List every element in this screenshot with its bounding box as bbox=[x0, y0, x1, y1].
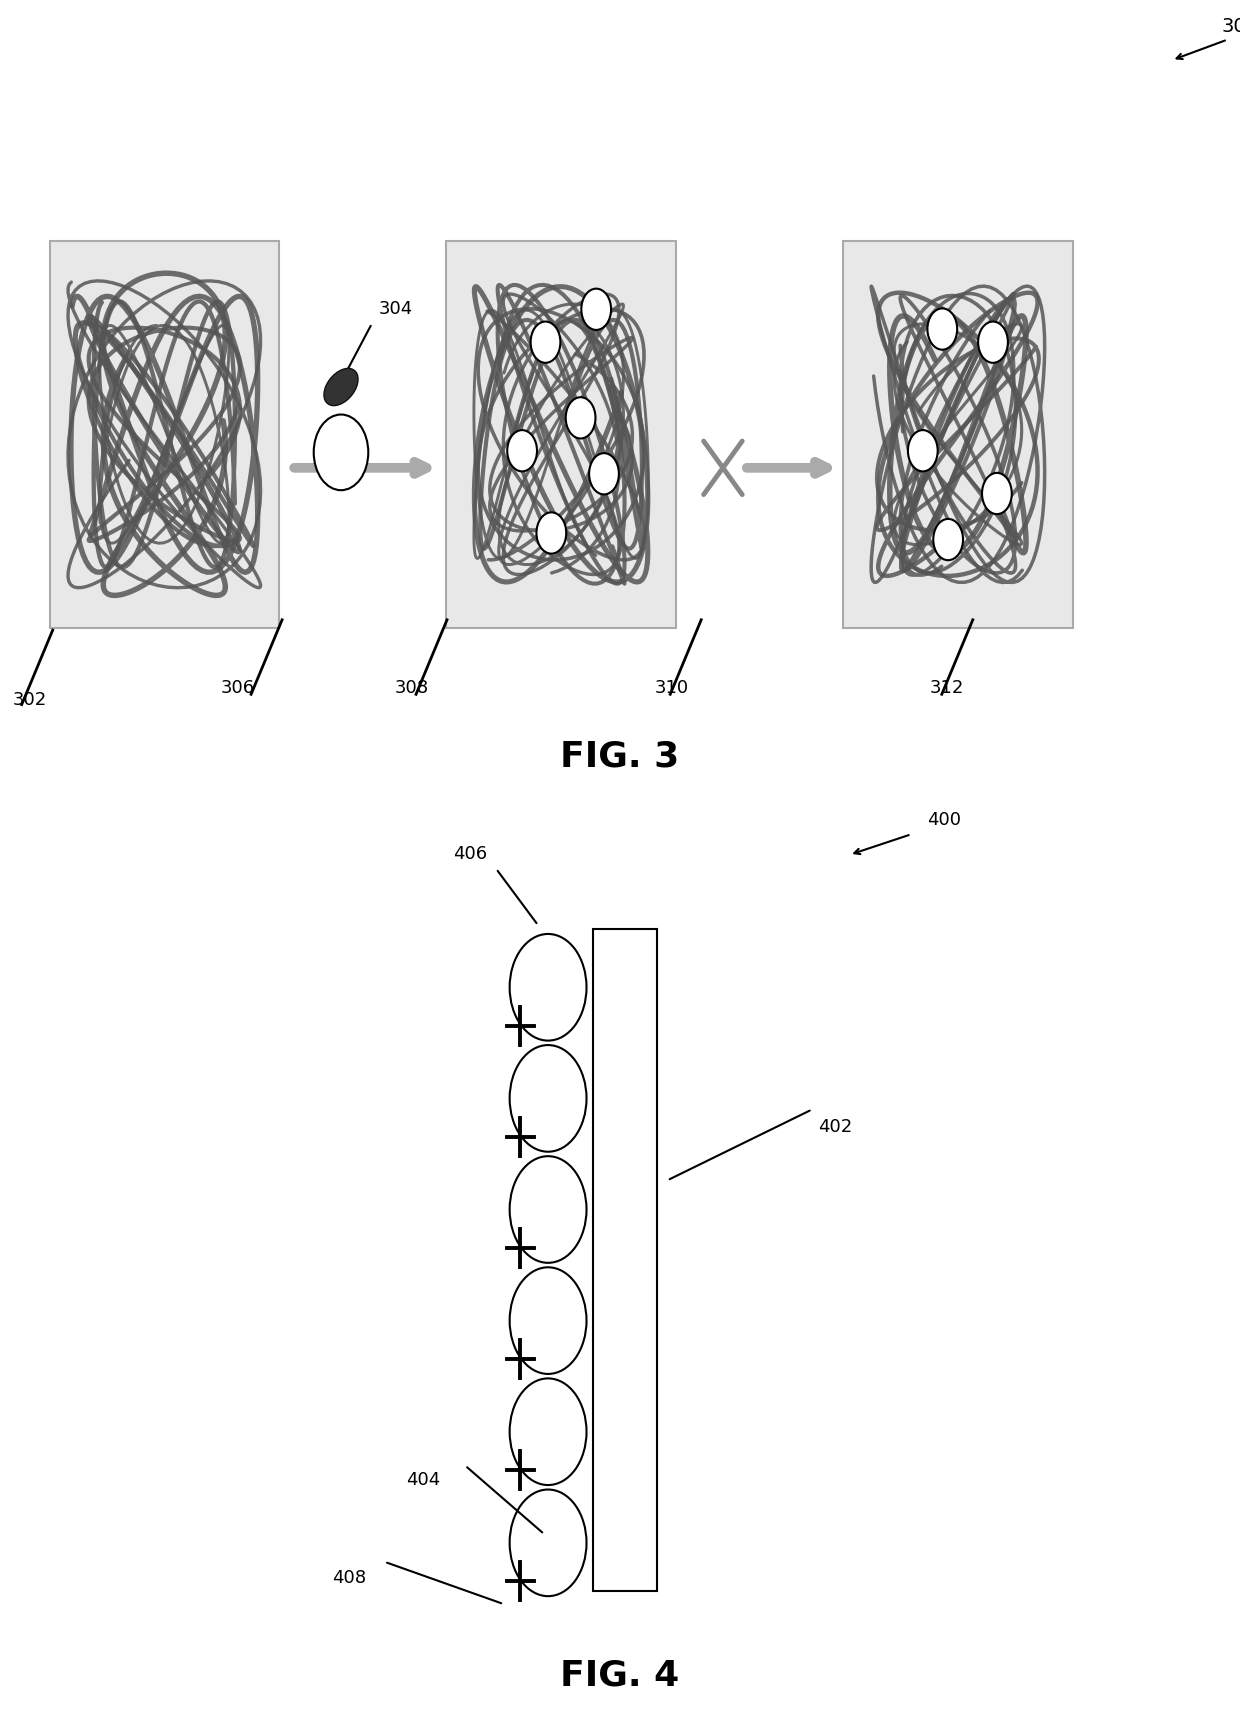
Circle shape bbox=[314, 415, 368, 490]
Circle shape bbox=[510, 1046, 587, 1152]
Text: FIG. 3: FIG. 3 bbox=[560, 740, 680, 774]
Circle shape bbox=[565, 397, 595, 439]
Circle shape bbox=[908, 430, 937, 471]
Circle shape bbox=[531, 322, 560, 363]
Circle shape bbox=[510, 1490, 587, 1596]
Ellipse shape bbox=[324, 368, 358, 406]
Circle shape bbox=[510, 934, 587, 1041]
Text: 304: 304 bbox=[378, 301, 413, 318]
Text: 310: 310 bbox=[655, 679, 689, 697]
Text: 312: 312 bbox=[930, 679, 965, 697]
Text: 306: 306 bbox=[221, 679, 255, 697]
Text: 402: 402 bbox=[818, 1118, 853, 1135]
Circle shape bbox=[507, 430, 537, 471]
Circle shape bbox=[928, 308, 957, 349]
Circle shape bbox=[537, 513, 567, 554]
FancyBboxPatch shape bbox=[843, 241, 1073, 628]
Circle shape bbox=[978, 322, 1008, 363]
Text: 406: 406 bbox=[453, 846, 487, 863]
Text: 300: 300 bbox=[1221, 17, 1240, 36]
FancyBboxPatch shape bbox=[50, 241, 279, 628]
Text: 408: 408 bbox=[331, 1569, 366, 1586]
Text: 302: 302 bbox=[12, 691, 47, 709]
Text: 400: 400 bbox=[928, 812, 961, 829]
Circle shape bbox=[982, 473, 1012, 514]
Circle shape bbox=[510, 1156, 587, 1262]
Text: FIG. 4: FIG. 4 bbox=[560, 1658, 680, 1692]
FancyBboxPatch shape bbox=[593, 929, 657, 1591]
Circle shape bbox=[510, 1378, 587, 1484]
Text: 404: 404 bbox=[405, 1471, 440, 1488]
Circle shape bbox=[934, 519, 963, 561]
Circle shape bbox=[589, 452, 619, 494]
FancyBboxPatch shape bbox=[446, 241, 676, 628]
Circle shape bbox=[582, 289, 611, 330]
Circle shape bbox=[510, 1268, 587, 1374]
Text: 308: 308 bbox=[394, 679, 429, 697]
